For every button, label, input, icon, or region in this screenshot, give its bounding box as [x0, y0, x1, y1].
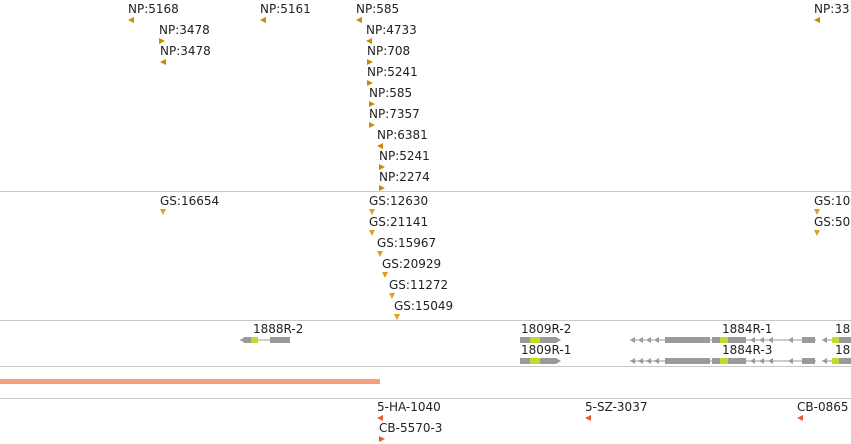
np-feature-label: NP:5241: [379, 149, 430, 163]
np-feature-label: NP:585: [369, 86, 412, 100]
np-feature-label: NP:7357: [369, 107, 420, 121]
feature-strand-left-icon: [260, 17, 266, 23]
np-feature-label: NP:5241: [367, 65, 418, 79]
feature-strand-right-icon: [369, 122, 375, 128]
np-feature-label: NP:3478: [159, 23, 210, 37]
gs-feature-label: GS:12630: [369, 194, 428, 208]
gs-feature-label: GS:10: [814, 194, 850, 208]
track-separator-coverage-bottom: [0, 398, 851, 399]
gs-feature-label: GS:50: [814, 215, 850, 229]
feature-strand-left-icon: [814, 17, 820, 23]
variant-feature-label: 5-SZ-3037: [585, 400, 647, 414]
gs-feature-label: GS:15967: [377, 236, 436, 250]
np-feature-label: NP:708: [367, 44, 410, 58]
variant-feature-label: CB-5570-3: [379, 421, 442, 435]
gene-glyph: [628, 357, 818, 367]
feature-strand-left-icon: [356, 17, 362, 23]
np-feature-label: NP:585: [356, 2, 399, 16]
feature-marker-down-icon: [160, 209, 166, 215]
gene-label: 1884R-3: [722, 343, 772, 357]
track-separator-gs-bottom: [0, 320, 851, 321]
gene-label: 1809R-1: [521, 343, 571, 357]
coverage-bar[interactable]: [0, 379, 380, 384]
np-feature-label: NP:3478: [160, 44, 211, 58]
feature-marker-down-icon: [814, 230, 820, 236]
np-feature-label: NP:5168: [128, 2, 179, 16]
np-feature-label: NP:2274: [379, 170, 430, 184]
feature-marker-down-icon: [369, 230, 375, 236]
np-feature-label: NP:4733: [366, 23, 417, 37]
gene-label: 1888R-2: [253, 322, 303, 336]
feature-marker-down-icon: [394, 314, 400, 320]
feature-strand-left-icon: [585, 415, 591, 421]
feature-strand-left-icon: [160, 59, 166, 65]
np-feature-label: NP:33: [814, 2, 850, 16]
gs-feature-label: GS:20929: [382, 257, 441, 271]
gs-feature-label: GS:15049: [394, 299, 453, 313]
feature-strand-left-icon: [797, 415, 803, 421]
gene-glyph: [238, 336, 298, 346]
variant-feature-label: 5-HA-1040: [377, 400, 441, 414]
feature-strand-left-icon: [128, 17, 134, 23]
gene-glyph: [518, 357, 563, 367]
gene-glyph: [820, 357, 851, 367]
feature-strand-right-icon: [379, 185, 385, 191]
track-separator-np-bottom: [0, 191, 851, 192]
gs-feature-label: GS:21141: [369, 215, 428, 229]
gene-label: 1884R-1: [722, 322, 772, 336]
gene-label: 18: [835, 343, 850, 357]
feature-strand-right-icon: [379, 436, 385, 442]
gs-feature-label: GS:11272: [389, 278, 448, 292]
gene-label: 1809R-2: [521, 322, 571, 336]
variant-feature-label: CB-0865: [797, 400, 848, 414]
feature-marker-down-icon: [382, 272, 388, 278]
gs-feature-label: GS:16654: [160, 194, 219, 208]
np-feature-label: NP:6381: [377, 128, 428, 142]
gene-label: 18: [835, 322, 850, 336]
np-feature-label: NP:5161: [260, 2, 311, 16]
